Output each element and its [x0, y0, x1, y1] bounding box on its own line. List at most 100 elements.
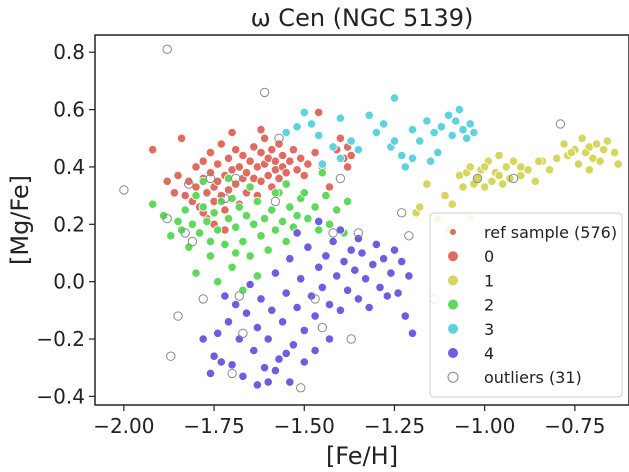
legend-marker-0	[448, 251, 458, 262]
point-series-2	[238, 236, 248, 247]
point-series-2	[270, 188, 280, 198]
point-series-3	[415, 136, 425, 146]
point-outlier	[187, 236, 198, 247]
point-series-1	[494, 150, 504, 161]
point-series-4	[223, 317, 234, 327]
point-series-0	[213, 159, 223, 169]
point-series-3	[400, 162, 410, 172]
point-series-0	[173, 170, 183, 181]
point-series-4	[274, 354, 284, 364]
y-tick-label: −0.4	[36, 384, 85, 408]
point-series-3	[328, 142, 338, 152]
point-series-1	[573, 159, 584, 169]
point-series-2	[202, 216, 212, 226]
legend-label: 2	[484, 296, 494, 315]
point-series-2	[303, 214, 313, 224]
point-series-1	[501, 162, 511, 172]
point-series-2	[321, 191, 331, 201]
point-series-2	[191, 191, 201, 201]
point-series-2	[220, 239, 230, 249]
point-series-2	[187, 219, 197, 229]
point-series-2	[310, 202, 320, 212]
legend-label: 0	[484, 247, 494, 266]
point-series-2	[166, 231, 176, 241]
point-series-4	[267, 305, 277, 315]
point-series-3	[371, 127, 381, 138]
point-outlier	[328, 228, 338, 238]
legend-items: ref sample (576) 0 1 2 3 4 outliers (31)	[447, 223, 617, 387]
point-series-2	[234, 202, 244, 212]
point-series-3	[353, 145, 363, 155]
point-series-0	[184, 176, 194, 186]
point-series-4	[400, 311, 410, 321]
point-series-2	[252, 196, 262, 206]
point-series-0	[234, 162, 244, 172]
point-series-4	[281, 288, 291, 298]
point-series-4	[328, 236, 338, 247]
point-series-4	[407, 328, 418, 338]
point-series-4	[296, 274, 306, 284]
point-series-4	[378, 254, 389, 264]
point-series-0	[270, 156, 280, 166]
y-tick-label: 0.2	[53, 212, 85, 236]
point-series-1	[440, 191, 450, 201]
point-series-1	[480, 162, 490, 172]
point-series-1	[480, 182, 490, 192]
point-series-2	[205, 251, 216, 261]
point-series-2	[245, 182, 255, 192]
point-series-4	[350, 265, 360, 275]
x-tick-label: −0.75	[544, 414, 605, 438]
x-tick-label: −1.50	[274, 414, 335, 438]
point-outlier	[259, 87, 270, 98]
point-series-4	[310, 345, 320, 356]
point-series-3	[454, 105, 464, 115]
point-series-4	[281, 348, 291, 358]
point-series-1	[530, 176, 540, 186]
x-tick-label: −2.00	[93, 414, 154, 438]
point-series-3	[317, 159, 327, 169]
point-series-4	[252, 322, 262, 333]
point-series-2	[267, 205, 277, 215]
point-series-3	[436, 122, 446, 132]
point-series-0	[256, 176, 266, 186]
point-series-3	[299, 107, 309, 118]
y-tick-label: 0.6	[53, 98, 85, 122]
point-series-0	[299, 170, 309, 181]
point-outlier	[184, 179, 194, 189]
point-outlier	[220, 193, 230, 204]
point-series-3	[378, 119, 389, 129]
point-outlier	[310, 294, 320, 304]
point-series-0	[180, 191, 190, 201]
point-series-0	[249, 142, 259, 152]
point-series-4	[285, 377, 295, 387]
point-series-1	[584, 165, 594, 175]
point-series-4	[335, 305, 345, 315]
point-series-4	[245, 279, 255, 290]
legend-marker-1	[448, 275, 458, 286]
point-series-1	[534, 156, 544, 166]
point-series-4	[314, 216, 324, 226]
point-series-3	[425, 156, 436, 166]
point-series-0	[223, 185, 234, 195]
point-series-1	[544, 165, 555, 175]
point-outlier	[234, 291, 245, 301]
plot-area	[119, 44, 623, 393]
point-series-4	[213, 328, 223, 338]
point-outlier	[166, 351, 176, 361]
point-series-4	[332, 271, 342, 281]
point-series-0	[241, 168, 252, 178]
point-series-4	[259, 363, 270, 373]
point-series-2	[324, 219, 335, 229]
point-series-4	[198, 334, 208, 344]
point-series-1	[559, 139, 569, 149]
point-outlier	[335, 173, 346, 184]
point-series-2	[173, 216, 183, 226]
point-series-1	[516, 162, 526, 172]
point-series-3	[447, 130, 457, 140]
point-series-4	[321, 251, 331, 261]
point-series-4	[299, 357, 309, 367]
point-series-0	[223, 153, 234, 163]
point-series-4	[324, 334, 335, 344]
point-series-2	[249, 219, 259, 229]
